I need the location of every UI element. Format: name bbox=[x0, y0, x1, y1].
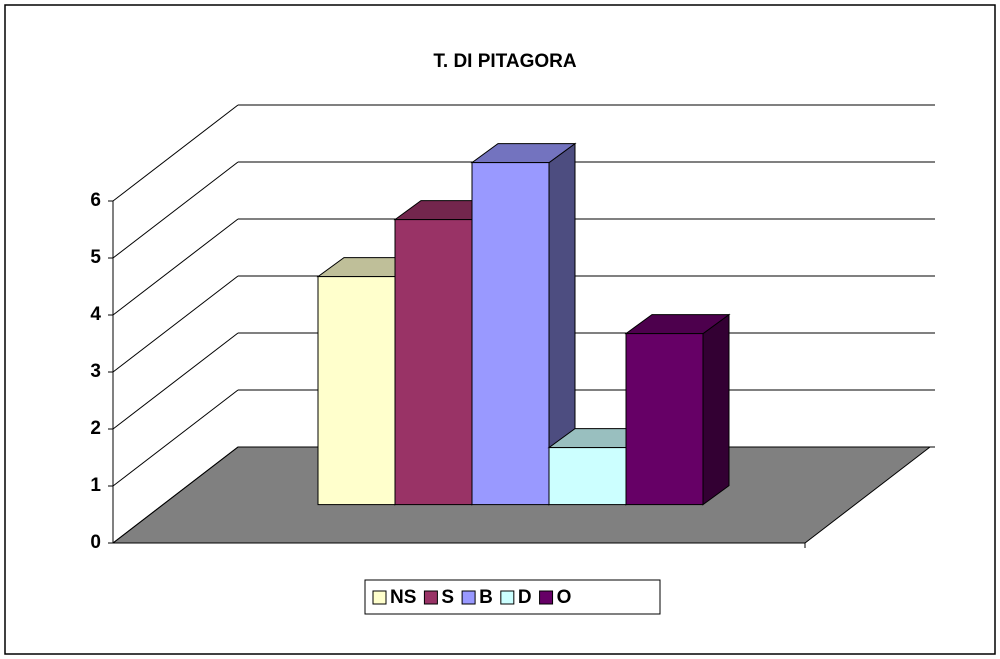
grid-line bbox=[112, 104, 239, 202]
y-tick-label: 5 bbox=[90, 247, 101, 268]
chart-title: T. DI PITAGORA bbox=[433, 51, 576, 72]
y-tick-label: 2 bbox=[90, 418, 101, 439]
y-tick-label: 3 bbox=[90, 361, 101, 382]
grid-line bbox=[112, 161, 239, 259]
grid-line bbox=[112, 446, 239, 544]
bar bbox=[625, 333, 704, 506]
legend-swatch bbox=[423, 590, 438, 605]
legend-label: O bbox=[557, 587, 572, 608]
grid-line bbox=[112, 218, 239, 316]
y-tick-label: 0 bbox=[90, 532, 101, 553]
legend-label: NS bbox=[390, 587, 416, 608]
legend-label: S bbox=[441, 587, 454, 608]
legend-swatch bbox=[500, 590, 515, 605]
bar bbox=[471, 162, 550, 506]
y-tick-label: 6 bbox=[90, 190, 101, 211]
bar bbox=[394, 219, 473, 506]
y-tick-label: 1 bbox=[90, 475, 101, 496]
bar-side bbox=[702, 313, 730, 506]
legend-swatch bbox=[372, 590, 387, 605]
legend-swatch bbox=[539, 590, 554, 605]
bar bbox=[548, 447, 627, 506]
legend-label: D bbox=[518, 587, 532, 608]
grid-line bbox=[112, 332, 239, 430]
bar bbox=[317, 276, 396, 506]
grid-line bbox=[112, 389, 239, 487]
y-tick-label: 4 bbox=[90, 304, 101, 325]
legend-label: B bbox=[479, 587, 493, 608]
legend-swatch bbox=[461, 590, 476, 605]
grid-line bbox=[112, 275, 239, 373]
